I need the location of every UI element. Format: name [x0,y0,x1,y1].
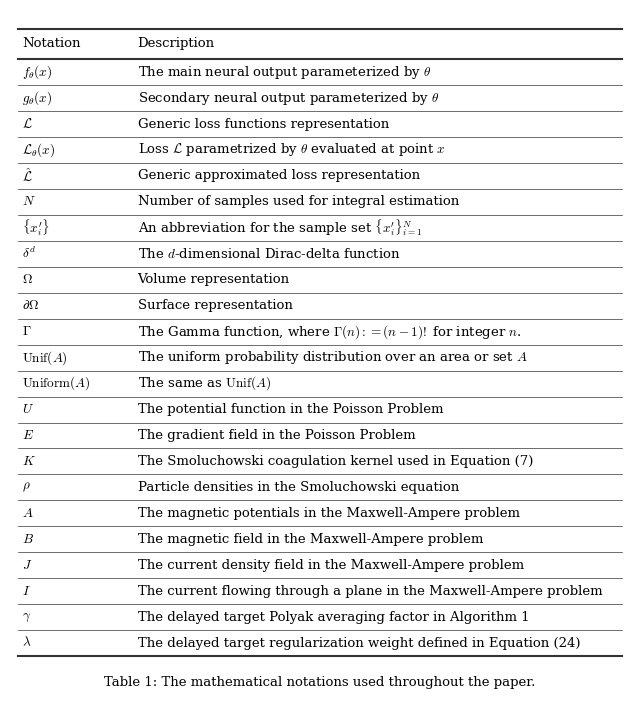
Text: $\mathrm{Unif}(A)$: $\mathrm{Unif}(A)$ [22,349,68,366]
Text: The Gamma function, where $\Gamma(n) := (n-1)!$ for integer $n$.: The Gamma function, where $\Gamma(n) := … [138,323,522,340]
Text: The uniform probability distribution over an area or set $A$: The uniform probability distribution ove… [138,349,527,366]
Text: $E$: $E$ [22,429,35,442]
Text: The delayed target regularization weight defined in Equation (24): The delayed target regularization weight… [138,637,580,650]
Text: Surface representation: Surface representation [138,299,292,312]
Text: The magnetic potentials in the Maxwell-Ampere problem: The magnetic potentials in the Maxwell-A… [138,507,520,520]
Text: The main neural output parameterized by $\theta$: The main neural output parameterized by … [138,63,431,81]
Text: $\hat{\mathcal{L}}$: $\hat{\mathcal{L}}$ [22,167,33,185]
Text: Generic loss functions representation: Generic loss functions representation [138,118,389,131]
Text: The $d$-dimensional Dirac-delta function: The $d$-dimensional Dirac-delta function [138,247,400,261]
Text: $\Gamma$: $\Gamma$ [22,325,32,338]
Text: Notation: Notation [22,37,81,50]
Text: The current flowing through a plane in the Maxwell-Ampere problem: The current flowing through a plane in t… [138,585,602,598]
Text: $\partial\Omega$: $\partial\Omega$ [22,299,40,312]
Text: Table 1: The mathematical notations used throughout the paper.: Table 1: The mathematical notations used… [104,676,536,689]
Text: The gradient field in the Poisson Problem: The gradient field in the Poisson Proble… [138,429,415,442]
Text: $\gamma$: $\gamma$ [22,611,31,624]
Text: $\mathrm{Uniform}(A)$: $\mathrm{Uniform}(A)$ [22,375,91,392]
Text: $f_{\theta}(x)$: $f_{\theta}(x)$ [22,63,52,81]
Text: $K$: $K$ [22,455,36,468]
Text: $\{x_i'\}$: $\{x_i'\}$ [22,218,50,238]
Text: $\rho$: $\rho$ [22,481,31,494]
Text: Loss $\mathcal{L}$ parametrized by $\theta$ evaluated at point $x$: Loss $\mathcal{L}$ parametrized by $\the… [138,141,445,159]
Text: $J$: $J$ [22,559,33,572]
Text: $\lambda$: $\lambda$ [22,637,31,650]
Text: The Smoluchowski coagulation kernel used in Equation (7): The Smoluchowski coagulation kernel used… [138,455,533,468]
Text: The current density field in the Maxwell-Ampere problem: The current density field in the Maxwell… [138,559,524,572]
Text: An abbreviation for the sample set $\{x_i'\}_{i=1}^{N}$: An abbreviation for the sample set $\{x_… [138,218,422,238]
Text: $\mathcal{L}$: $\mathcal{L}$ [22,117,33,131]
Text: $N$: $N$ [22,195,36,208]
Text: $A$: $A$ [22,507,34,520]
Text: Number of samples used for integral estimation: Number of samples used for integral esti… [138,195,459,208]
Text: Secondary neural output parameterized by $\theta$: Secondary neural output parameterized by… [138,89,439,107]
Text: $g_{\theta}(x)$: $g_{\theta}(x)$ [22,89,52,107]
Text: The potential function in the Poisson Problem: The potential function in the Poisson Pr… [138,403,443,416]
Text: $\delta^d$: $\delta^d$ [22,246,36,262]
Text: The same as $\mathrm{Unif}(A)$: The same as $\mathrm{Unif}(A)$ [138,375,271,392]
Text: $B$: $B$ [22,533,35,546]
Text: Generic approximated loss representation: Generic approximated loss representation [138,169,420,182]
Text: Description: Description [138,37,215,50]
Text: $I$: $I$ [22,585,31,598]
Text: $U$: $U$ [22,403,35,416]
Text: $\Omega$: $\Omega$ [22,273,33,286]
Text: The magnetic field in the Maxwell-Ampere problem: The magnetic field in the Maxwell-Ampere… [138,533,483,546]
Text: The delayed target Polyak averaging factor in Algorithm 1: The delayed target Polyak averaging fact… [138,611,529,624]
Text: $\mathcal{L}_{\theta}(x)$: $\mathcal{L}_{\theta}(x)$ [22,141,56,159]
Text: Particle densities in the Smoluchowski equation: Particle densities in the Smoluchowski e… [138,481,459,494]
Text: Volume representation: Volume representation [138,273,290,286]
